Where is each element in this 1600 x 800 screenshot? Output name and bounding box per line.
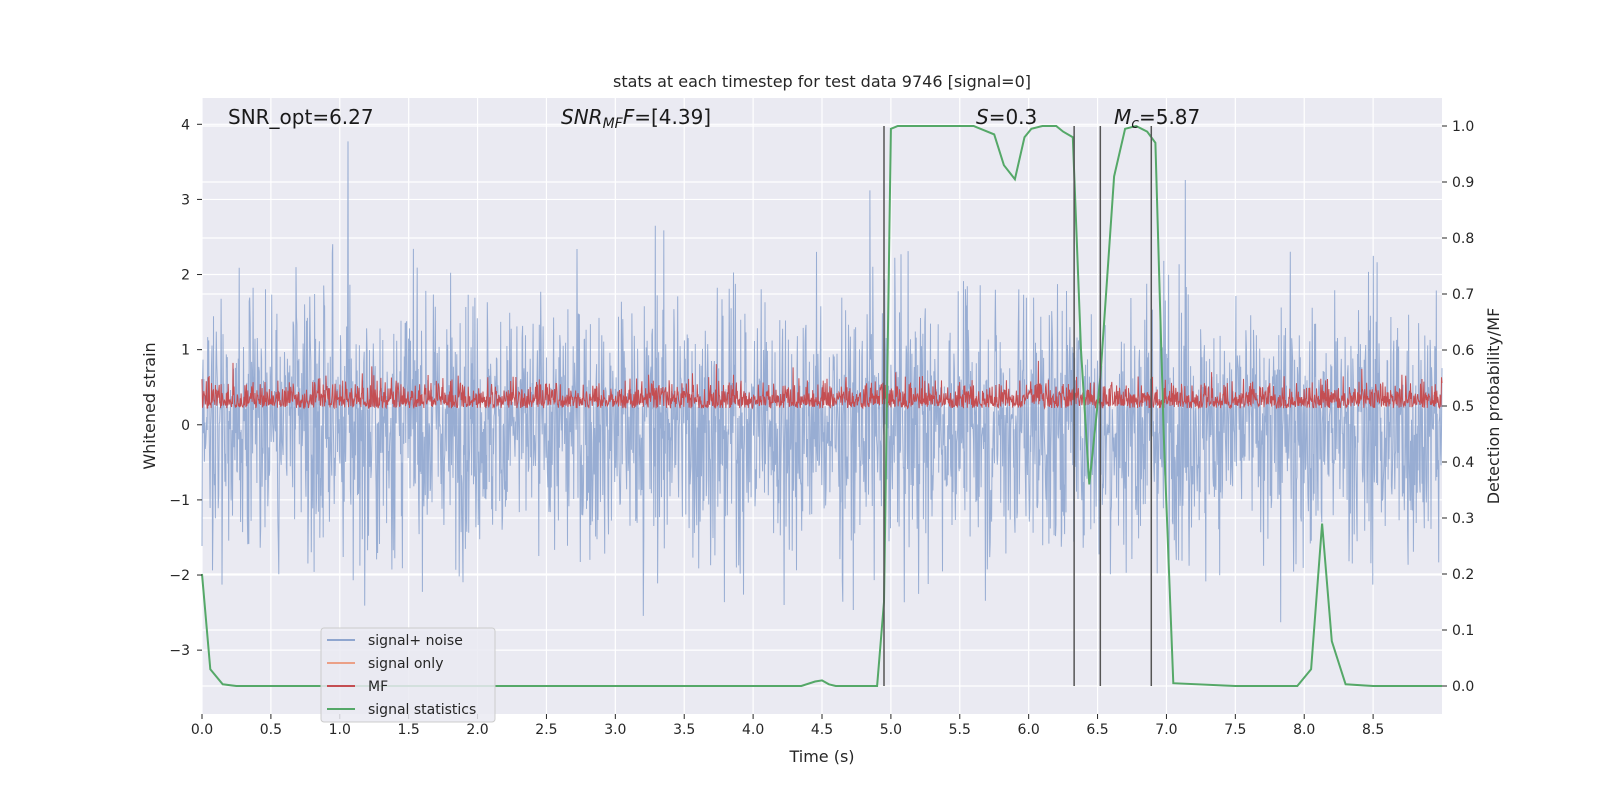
x-tick-label-1: 0.5 (260, 722, 282, 738)
y-axis-label: Whitened strain (140, 342, 159, 469)
annotation-snr-mf-value: =[4.39] (634, 105, 711, 129)
x-tick-label-10: 5.0 (880, 722, 902, 738)
y-tick-label-0: −3 (169, 643, 190, 659)
y2-tick-label-6: 0.6 (1452, 343, 1474, 359)
x-tick-label-14: 7.0 (1155, 722, 1177, 738)
y-tick-label-6: 3 (181, 192, 190, 208)
annotation-mc-value: =5.87 (1139, 105, 1200, 129)
y-tick-label-3: 0 (181, 418, 190, 434)
y2-tick-label-7: 0.7 (1452, 287, 1474, 303)
annotation-s-main: S (976, 105, 989, 129)
y2-tick-label-5: 0.5 (1452, 399, 1474, 415)
x-tick-label-15: 7.5 (1224, 722, 1246, 738)
annotation-mc-sub: c (1131, 116, 1139, 132)
x-tick-label-2: 1.0 (329, 722, 351, 738)
x-tick-label-6: 3.0 (604, 722, 626, 738)
y-tick-label-5: 2 (181, 268, 190, 284)
y-tick-label-2: −1 (169, 493, 190, 509)
x-tick-label-9: 4.5 (811, 722, 833, 738)
x-tick-label-8: 4.0 (742, 722, 764, 738)
annotation-mc: Mc=5.87 (1114, 105, 1200, 132)
y-tick-label-1: −2 (169, 568, 190, 584)
x-tick-label-3: 1.5 (398, 722, 420, 738)
legend-label-signal-only: signal only (368, 656, 443, 672)
legend: signal+ noise signal only MF signal stat… (320, 627, 496, 723)
data-layer (201, 124, 1443, 687)
y2-axis-label: Detection probability/MF (1484, 308, 1503, 505)
x-tick-label-17: 8.5 (1362, 722, 1384, 738)
y2-tick-label-0: 0.0 (1452, 679, 1474, 695)
y2-tick-label-4: 0.4 (1452, 455, 1474, 471)
annotation-snr-mf-main: SNR (561, 105, 603, 129)
y2-tick-label-2: 0.2 (1452, 567, 1474, 583)
annotation-snr-opt: SNR_opt=6.27 (228, 105, 374, 129)
x-tick-label-5: 2.5 (535, 722, 557, 738)
x-tick-label-16: 8.0 (1293, 722, 1315, 738)
annotation-mc-main: M (1114, 105, 1131, 129)
vertical-markers (883, 126, 1153, 686)
annotation-s: S=0.3 (976, 105, 1037, 129)
x-axis-label: Time (s) (788, 747, 854, 766)
legend-label-signal-noise: signal+ noise (368, 633, 463, 649)
x-tick-label-0: 0.0 (191, 722, 213, 738)
y2-tick-label-9: 0.9 (1452, 175, 1474, 191)
y2-tick-label-8: 0.8 (1452, 231, 1474, 247)
legend-label-signal-statistics: signal statistics (368, 702, 476, 718)
annotation-s-value: =0.3 (989, 105, 1038, 129)
x-tick-label-12: 6.0 (1018, 722, 1040, 738)
x-tick-label-4: 2.0 (466, 722, 488, 738)
legend-label-mf: MF (368, 679, 388, 695)
chart-title: stats at each timestep for test data 974… (613, 72, 1031, 91)
y2-tick-label-10: 1.0 (1452, 119, 1474, 135)
x-tick-label-7: 3.5 (673, 722, 695, 738)
legend-box (320, 627, 496, 723)
x-tick-label-11: 5.5 (949, 722, 971, 738)
axis-ticks: 0.0 0.5 1.0 1.5 2.0 2.5 3.0 3.5 4.0 4.5 5.0 5.5 6.0 6… (169, 117, 1474, 738)
y2-tick-label-3: 0.3 (1452, 511, 1474, 527)
series-signal-statistics (201, 124, 1442, 687)
annotation-snr-mf-sub: MF (603, 116, 624, 132)
y-tick-label-7: 4 (181, 117, 190, 133)
y2-tick-label-1: 0.1 (1452, 623, 1474, 639)
series-mf (201, 360, 1443, 410)
annotation-snr-mf: SNRMFF=[4.39] (561, 105, 711, 132)
x-tick-label-13: 6.5 (1086, 722, 1108, 738)
y-tick-label-4: 1 (181, 343, 190, 359)
